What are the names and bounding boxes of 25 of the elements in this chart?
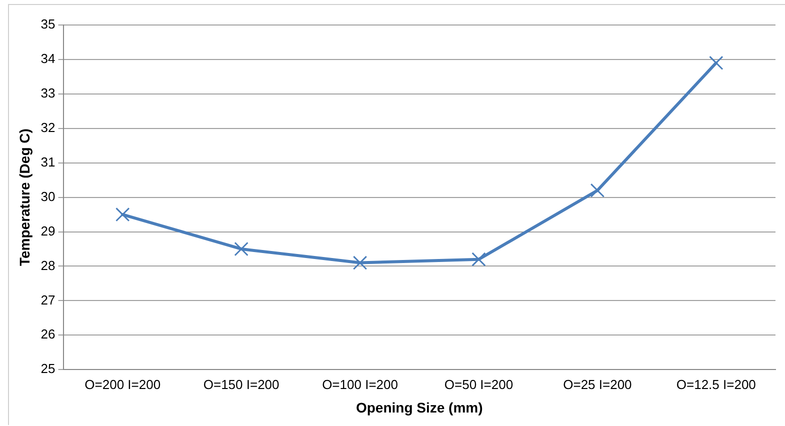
y-tick-label: 25 <box>40 361 56 376</box>
y-tick-label: 31 <box>40 154 56 170</box>
point <box>234 242 248 256</box>
y-tick-label: 30 <box>40 188 56 204</box>
x-tick-label: O=50 I=200 <box>444 376 514 392</box>
y-tick-label: 27 <box>40 292 56 308</box>
y-tick-label: 32 <box>40 120 56 135</box>
x-tick-label: O=12.5 I=200 <box>676 376 756 392</box>
y-tick-label: 35 <box>40 16 56 32</box>
y-tick-label: 34 <box>40 51 56 66</box>
y-tick-label: 33 <box>40 86 56 100</box>
point <box>590 183 605 198</box>
y-tick-label: 28 <box>40 258 56 273</box>
x-tick-label: O=150 I=200 <box>203 376 280 392</box>
y-axis-title: Temperature (Deg C) <box>16 128 32 266</box>
point <box>472 252 486 266</box>
x-tick-label: O=25 I=200 <box>563 376 632 392</box>
x-tick-label: O=100 I=200 <box>322 376 398 392</box>
point <box>116 207 130 222</box>
point <box>709 56 724 70</box>
x-tick-label: O=200 I=200 <box>84 376 161 392</box>
x-axis-title: Opening Size (mm) <box>356 399 483 416</box>
y-tick-label: 29 <box>40 223 56 238</box>
point <box>352 256 368 270</box>
y-tick-label: 26 <box>40 326 56 342</box>
